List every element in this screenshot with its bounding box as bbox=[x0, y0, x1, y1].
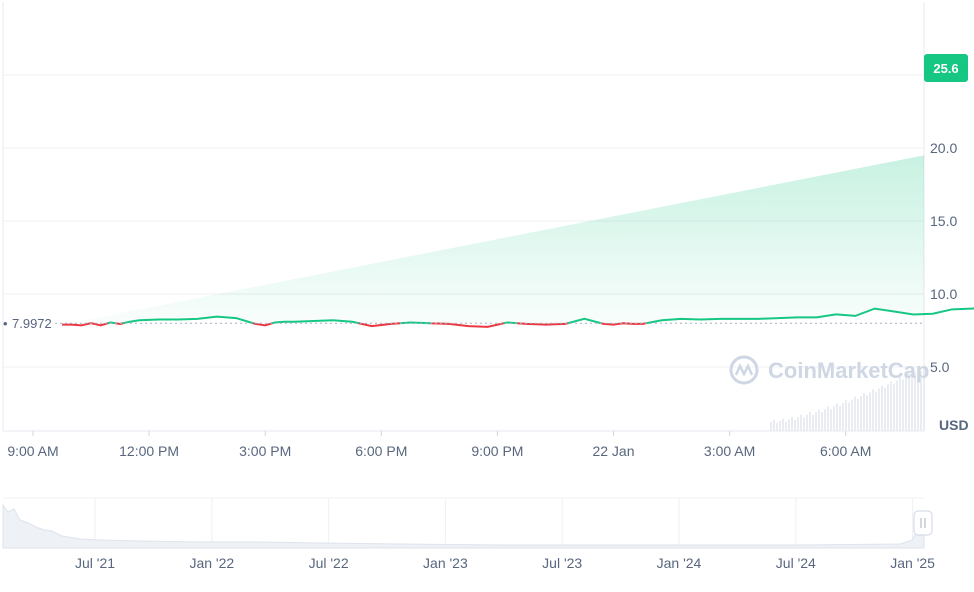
volume-bar bbox=[872, 389, 874, 431]
navigator-history-area bbox=[2, 503, 925, 549]
price-line-above-open bbox=[107, 307, 974, 325]
x-tick-label: 3:00 PM bbox=[239, 443, 291, 459]
volume-bar bbox=[851, 399, 853, 431]
volume-bar bbox=[893, 383, 895, 431]
open-price-arrow: • bbox=[3, 316, 8, 331]
volume-bar bbox=[881, 385, 883, 431]
volume-bar bbox=[809, 412, 811, 431]
volume-bar bbox=[821, 412, 823, 431]
volume-bar bbox=[860, 396, 862, 431]
x-tick-label: 9:00 AM bbox=[7, 443, 58, 459]
volume-bar bbox=[818, 409, 820, 431]
y-tick-label: 20.0 bbox=[930, 140, 957, 156]
volume-bar bbox=[815, 412, 817, 431]
volume-bar bbox=[839, 405, 841, 431]
volume-bar bbox=[782, 418, 784, 431]
x-tick-label: 3:00 AM bbox=[704, 443, 755, 459]
y-axis-unit: USD bbox=[939, 417, 969, 433]
volume-bar bbox=[791, 416, 793, 431]
navigator-grid bbox=[94, 498, 914, 548]
navigator-tick-label: Jul '22 bbox=[309, 555, 349, 571]
series-layer bbox=[55, 155, 974, 328]
price-line-below-open bbox=[62, 322, 647, 328]
volume-bar bbox=[833, 406, 835, 431]
volume-bar bbox=[869, 392, 871, 431]
y-tick-label: 15.0 bbox=[930, 213, 957, 229]
last-price-badge: 25.6 bbox=[924, 54, 968, 82]
open-price-label: 7.9972 bbox=[12, 316, 52, 331]
y-tick-label: 5.0 bbox=[930, 359, 950, 375]
volume-bar bbox=[896, 380, 898, 431]
x-axis: 9:00 AM 12:00 PM 3:00 PM 6:00 PM 9:00 PM 22 J… bbox=[7, 431, 871, 459]
volume-bar bbox=[887, 384, 889, 431]
volume-bar bbox=[797, 417, 799, 431]
navigator-tick-label: Jan '25 bbox=[890, 555, 935, 571]
navigator-handle[interactable] bbox=[913, 510, 933, 536]
volume-bar bbox=[857, 399, 859, 431]
volume-bar bbox=[776, 423, 778, 431]
volume-bar bbox=[905, 376, 907, 431]
volume-bar bbox=[788, 419, 790, 431]
x-tick-label: 22 Jan bbox=[592, 443, 634, 459]
volume-bar bbox=[902, 379, 904, 431]
volume-bar bbox=[908, 373, 910, 431]
navigator-tick-label: Jan '22 bbox=[189, 555, 234, 571]
last-price-badge-bg bbox=[924, 54, 968, 82]
volume-bar bbox=[848, 402, 850, 431]
volume-bar bbox=[920, 370, 922, 431]
x-tick-label: 9:00 PM bbox=[471, 443, 523, 459]
volume-bar bbox=[923, 367, 925, 431]
navigator-tick-label: Jul '21 bbox=[75, 555, 115, 571]
coinmarketcap-logo-mark bbox=[734, 363, 754, 377]
navigator-tick-label: Jul '24 bbox=[776, 555, 816, 571]
navigator-tick-label: Jul '23 bbox=[542, 555, 582, 571]
volume-bar bbox=[824, 409, 826, 431]
coinmarketcap-watermark: CoinMarketCap bbox=[729, 355, 929, 385]
y-axis: 5.0 10.0 15.0 20.0 bbox=[930, 140, 957, 375]
volume-bar bbox=[800, 414, 802, 431]
x-tick-label: 6:00 PM bbox=[355, 443, 407, 459]
last-price-label: 25.6 bbox=[933, 61, 958, 76]
volume-bar bbox=[845, 400, 847, 431]
volume-bar bbox=[911, 375, 913, 431]
volume-bar bbox=[899, 377, 901, 431]
volume-bar bbox=[914, 371, 916, 431]
volume-bar bbox=[854, 396, 856, 431]
watermark-text: CoinMarketCap bbox=[768, 358, 929, 383]
navigator-axis: Jul '21 Jan '22 Jul '22 Jan '23 Jul '23 Jan '… bbox=[75, 555, 935, 571]
volume-bar bbox=[812, 414, 814, 431]
range-navigator[interactable]: Jul '21 Jan '22 Jul '22 Jan '23 Jul '23 Jan '… bbox=[2, 497, 935, 571]
volume-bar bbox=[884, 387, 886, 431]
volume-bar bbox=[878, 388, 880, 431]
volume-bar bbox=[827, 406, 829, 431]
volume-bar bbox=[875, 391, 877, 431]
volume-bar bbox=[917, 368, 919, 431]
open-price-marker: • 7.9972 bbox=[3, 316, 52, 331]
volume-bar bbox=[842, 403, 844, 431]
volume-bar bbox=[866, 395, 868, 431]
price-area bbox=[69, 155, 924, 324]
volume-bar bbox=[806, 414, 808, 431]
volume-bar bbox=[836, 403, 838, 431]
volume-bar bbox=[830, 409, 832, 431]
volume-layer bbox=[770, 367, 925, 431]
volume-bar bbox=[770, 422, 772, 431]
volume-bar bbox=[863, 393, 865, 431]
volume-bar bbox=[779, 420, 781, 431]
volume-bar bbox=[794, 419, 796, 431]
navigator-tick-label: Jan '23 bbox=[423, 555, 468, 571]
volume-bar bbox=[773, 419, 775, 431]
navigator-handle-body[interactable] bbox=[913, 510, 933, 536]
volume-bar bbox=[803, 417, 805, 431]
coinmarketcap-logo-icon bbox=[729, 355, 759, 385]
volume-bar bbox=[890, 381, 892, 431]
navigator-tick-label: Jan '24 bbox=[657, 555, 702, 571]
x-tick-label: 6:00 AM bbox=[820, 443, 871, 459]
y-tick-label: 10.0 bbox=[930, 286, 957, 302]
x-tick-label: 12:00 PM bbox=[119, 443, 179, 459]
volume-bar bbox=[785, 421, 787, 431]
